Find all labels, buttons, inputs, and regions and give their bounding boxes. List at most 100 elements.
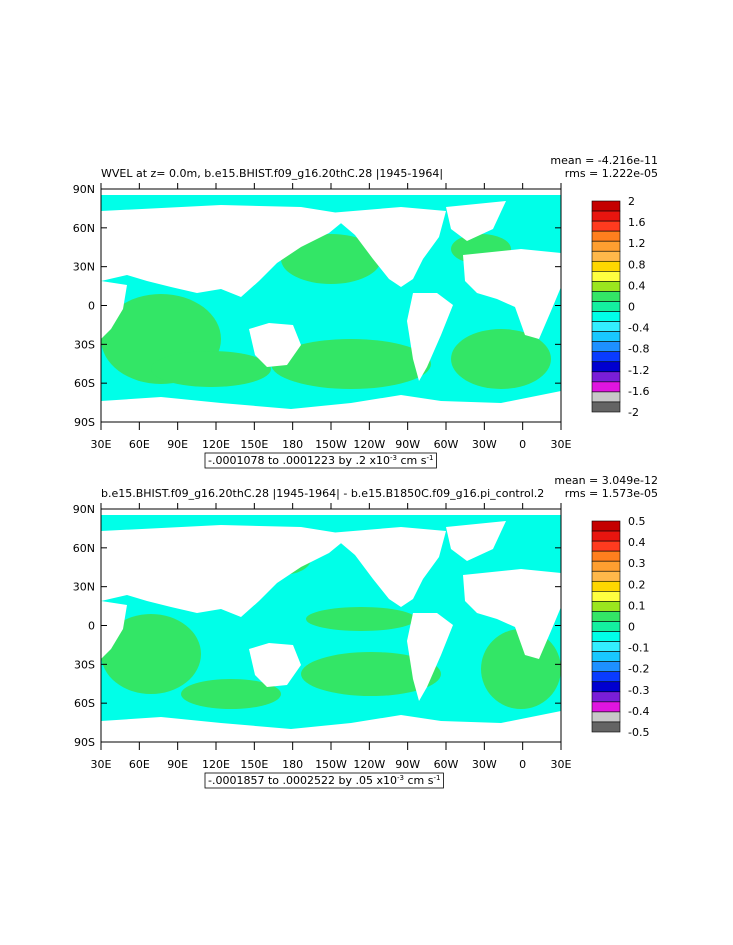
color-box bbox=[591, 220, 621, 232]
colorbar-label: -1.6 bbox=[628, 385, 649, 398]
colorbar-label: 0.5 bbox=[628, 515, 646, 528]
lat-label: 60N bbox=[73, 222, 95, 235]
colorbar-label: 0.3 bbox=[628, 557, 646, 570]
range-text: -.0001857 to .0002522 by .05 x10-3 cm s-… bbox=[208, 774, 440, 787]
color-box bbox=[591, 540, 621, 552]
lon-label: 30E bbox=[91, 438, 112, 451]
lon-label: 90E bbox=[167, 758, 188, 771]
lon-label: 150W bbox=[315, 758, 347, 771]
panel: WVEL at z= 0.0m, b.e15.BHIST.f09_g16.20t… bbox=[73, 154, 658, 469]
lat-label: 0 bbox=[88, 300, 95, 313]
color-box bbox=[591, 260, 621, 272]
range-exp: -3 bbox=[397, 774, 404, 782]
color-box bbox=[591, 291, 621, 302]
color-box bbox=[591, 671, 621, 683]
color-box bbox=[591, 631, 621, 642]
colorbar-label: -1.2 bbox=[628, 364, 649, 377]
colorbar-label: -0.1 bbox=[628, 642, 649, 655]
range-unit-exp: -1 bbox=[433, 774, 440, 782]
lat-label: 30N bbox=[73, 261, 95, 274]
lon-label: 120E bbox=[202, 758, 230, 771]
color-box bbox=[591, 311, 621, 322]
lon-label: 120W bbox=[353, 438, 385, 451]
lat-label: 30S bbox=[74, 338, 95, 351]
color-box bbox=[591, 250, 621, 262]
colorbar-label: -0.4 bbox=[628, 705, 649, 718]
lon-label: 180 bbox=[282, 438, 303, 451]
colorbar-label: 0 bbox=[628, 301, 635, 314]
colorbar-label: -0.2 bbox=[628, 663, 649, 676]
title: b.e15.BHIST.f09_g16.20thC.28 |1945-1964|… bbox=[101, 487, 544, 500]
color-box bbox=[591, 621, 621, 632]
colorbar-label: 0 bbox=[628, 621, 635, 634]
lon-label: 30E bbox=[551, 758, 572, 771]
color-box bbox=[591, 391, 621, 403]
lon-label: 180 bbox=[282, 758, 303, 771]
color-box bbox=[591, 601, 621, 612]
color-box bbox=[591, 351, 621, 363]
color-box bbox=[591, 691, 621, 703]
rms: rms = 1.573e-05 bbox=[565, 487, 658, 500]
lat-label: 60S bbox=[74, 697, 95, 710]
color-box bbox=[591, 341, 621, 353]
panel: b.e15.BHIST.f09_g16.20thC.28 |1945-1964|… bbox=[73, 474, 658, 789]
color-box bbox=[591, 651, 621, 662]
lon-label: 60E bbox=[129, 438, 150, 451]
lat-label: 90N bbox=[73, 183, 95, 196]
lon-label: 30W bbox=[472, 758, 497, 771]
mean: mean = 3.049e-12 bbox=[554, 474, 658, 487]
colorbar-label: 0.4 bbox=[628, 279, 646, 292]
color-box bbox=[591, 200, 621, 212]
color-box bbox=[591, 321, 621, 332]
lon-label: 60E bbox=[129, 758, 150, 771]
lon-label: 0 bbox=[519, 438, 526, 451]
range-text: -.0001078 to .0001223 by .2 x10-3 cm s-1 bbox=[208, 454, 433, 467]
lon-label: 30E bbox=[551, 438, 572, 451]
range-unit-exp: -1 bbox=[426, 454, 433, 462]
lat-label: 90S bbox=[74, 736, 95, 749]
colorbar-label: -0.4 bbox=[628, 322, 649, 335]
lon-label: 30W bbox=[472, 438, 497, 451]
color-box bbox=[591, 560, 621, 572]
color-box bbox=[591, 240, 621, 252]
lon-label: 0 bbox=[519, 758, 526, 771]
range-main: -.0001078 to .0001223 by .2 x10 bbox=[208, 454, 390, 467]
lon-label: 30E bbox=[91, 758, 112, 771]
color-box bbox=[591, 281, 621, 292]
range-box bbox=[204, 452, 437, 469]
lon-label: 60W bbox=[434, 438, 459, 451]
lon-label: 90E bbox=[167, 438, 188, 451]
color-box bbox=[591, 520, 621, 532]
colorbar-label: 0.2 bbox=[628, 578, 646, 591]
color-box bbox=[591, 381, 621, 393]
colorbar-label: 0.4 bbox=[628, 536, 646, 549]
color-box bbox=[591, 661, 621, 673]
color-box bbox=[591, 301, 621, 312]
range-unit: cm s bbox=[397, 454, 427, 467]
lat-label: 0 bbox=[88, 620, 95, 633]
color-box bbox=[591, 721, 621, 733]
colorbar-label: 2 bbox=[628, 195, 635, 208]
mean: mean = -4.216e-11 bbox=[550, 154, 658, 167]
colorbar-label: 1.2 bbox=[628, 237, 646, 250]
color-box bbox=[591, 331, 621, 342]
color-box bbox=[591, 230, 621, 242]
colorbar-label: -0.8 bbox=[628, 343, 649, 356]
color-box bbox=[591, 271, 621, 282]
color-box bbox=[591, 530, 621, 542]
lat-label: 60N bbox=[73, 542, 95, 555]
color-box bbox=[591, 210, 621, 222]
color-box bbox=[591, 701, 621, 713]
lon-label: 150W bbox=[315, 438, 347, 451]
lat-label: 30S bbox=[74, 658, 95, 671]
range-exp: -3 bbox=[390, 454, 397, 462]
range-box bbox=[204, 772, 444, 789]
lon-label: 120E bbox=[202, 438, 230, 451]
colorbar-label: -0.3 bbox=[628, 684, 649, 697]
colorbar-label: 0.1 bbox=[628, 599, 646, 612]
colorbar-label: -0.5 bbox=[628, 726, 649, 739]
lat-label: 90S bbox=[74, 416, 95, 429]
color-box bbox=[591, 580, 621, 592]
color-box bbox=[591, 711, 621, 723]
